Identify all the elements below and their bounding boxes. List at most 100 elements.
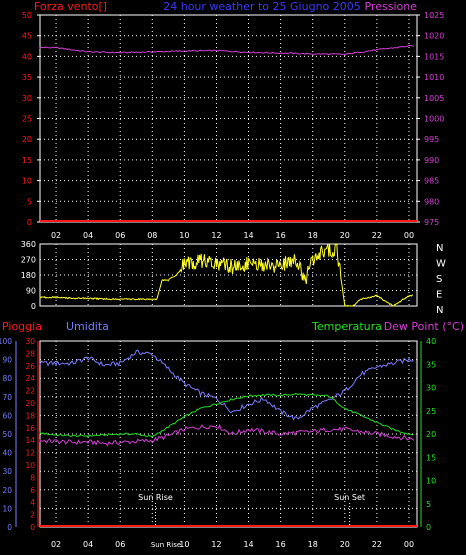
wind-speed-tick: 45 xyxy=(22,32,32,41)
compass-tick: N xyxy=(436,243,443,254)
rain-tick: 40 xyxy=(2,449,12,458)
wind-direction-line xyxy=(39,243,414,307)
wind-speed-axis-label: Forza vento[] xyxy=(34,0,107,13)
compass-tick: N xyxy=(436,305,443,316)
temperature-tick: 35 xyxy=(426,360,436,369)
humidity-tick: 8 xyxy=(30,473,35,482)
compass-tick: E xyxy=(436,290,442,301)
top-x-tick: 14 xyxy=(243,231,253,240)
sunset-label: Sun Set xyxy=(334,493,365,502)
humidity-tick: 2 xyxy=(30,511,35,520)
humidity-tick: 16 xyxy=(25,424,35,433)
pressure-tick: 975 xyxy=(424,218,439,227)
pressure-tick: 1020 xyxy=(424,32,444,41)
humidity-tick: 12 xyxy=(25,449,35,458)
top-x-tick: 20 xyxy=(340,231,350,240)
pressure-tick: 1015 xyxy=(424,52,444,61)
rain-tick: 0 xyxy=(7,523,12,532)
pressure-tick: 980 xyxy=(424,197,439,206)
humidity-tick: 6 xyxy=(30,486,35,495)
rain-tick: 100 xyxy=(0,337,12,346)
bottom-panel: 1009080706050403020100302826242220181614… xyxy=(0,337,436,549)
rain-tick: 30 xyxy=(2,467,12,476)
pressure-axis-label: Pressione xyxy=(365,0,418,13)
wind-speed-tick: 10 xyxy=(22,177,32,186)
wind-speed-tick: 50 xyxy=(22,11,32,20)
top-x-tick: 06 xyxy=(115,231,125,240)
rain-tick: 60 xyxy=(2,411,12,420)
pressure-tick: 1025 xyxy=(424,11,444,20)
rain-tick: 50 xyxy=(2,430,12,439)
wind-speed-tick: 35 xyxy=(22,73,32,82)
pressure-tick: 1005 xyxy=(424,94,444,103)
temperature-tick: 20 xyxy=(426,430,436,439)
temperature-tick: 30 xyxy=(426,384,436,393)
pressure-line xyxy=(39,45,415,56)
bottom-x-tick: 02 xyxy=(51,540,61,549)
pressure-tick: 1010 xyxy=(424,73,444,82)
humidity-axis-label: Umidita xyxy=(66,320,109,333)
top-x-tick: 16 xyxy=(276,231,286,240)
bottom-x-tick: 20 xyxy=(340,540,350,549)
temperature-tick: 0 xyxy=(426,523,431,532)
dew-point-axis-label: Dew Point (°C) xyxy=(384,320,464,333)
bottom-x-tick: 12 xyxy=(211,540,221,549)
wind-speed-tick: 15 xyxy=(22,156,32,165)
wind-speed-tick: 25 xyxy=(22,115,32,124)
bottom-x-tick: 14 xyxy=(243,540,253,549)
top-x-tick: 10 xyxy=(179,231,189,240)
bottom-x-tick: 18 xyxy=(308,540,318,549)
compass-tick: W xyxy=(436,259,446,270)
pressure-tick: 985 xyxy=(424,177,439,186)
temperature-tick: 5 xyxy=(426,500,431,509)
sunrise-x-tick: Sun Rise xyxy=(151,541,181,549)
pressure-tick: 995 xyxy=(424,135,439,144)
compass-tick: S xyxy=(436,274,442,285)
wind-dir-tick: 270 xyxy=(21,256,36,265)
humidity-tick: 22 xyxy=(25,387,35,396)
wind-speed-tick: 0 xyxy=(27,218,32,227)
rain-tick: 80 xyxy=(2,374,12,383)
wind-speed-tick: 30 xyxy=(22,94,32,103)
temperature-tick: 15 xyxy=(426,453,436,462)
rain-tick: 20 xyxy=(2,486,12,495)
bottom-x-tick: 06 xyxy=(115,540,125,549)
humidity-tick: 24 xyxy=(25,374,35,383)
wind-speed-tick: 20 xyxy=(22,135,32,144)
chart-title: 24 hour weather to 25 Giugno 2005 xyxy=(163,0,361,13)
humidity-tick: 30 xyxy=(25,337,35,346)
temperature-tick: 10 xyxy=(426,477,436,486)
pressure-tick: 1000 xyxy=(424,115,444,124)
humidity-tick: 18 xyxy=(25,411,35,420)
wind-dir-tick: 180 xyxy=(21,271,36,280)
bottom-x-tick: 00 xyxy=(404,540,414,549)
top-x-tick: 02 xyxy=(51,231,61,240)
humidity-tick: 28 xyxy=(25,349,35,358)
top-x-tick: 12 xyxy=(211,231,221,240)
temperature-tick: 25 xyxy=(426,407,436,416)
humidity-tick: 14 xyxy=(25,436,35,445)
bottom-x-tick: 04 xyxy=(83,540,93,549)
top-x-tick: 18 xyxy=(308,231,318,240)
bottom-x-tick: 10 xyxy=(179,540,189,549)
top-panel: 5045403530252015105010251020101510101005… xyxy=(22,11,445,240)
pressure-tick: 990 xyxy=(424,156,439,165)
humidity-tick: 26 xyxy=(25,362,35,371)
dew-point-line xyxy=(39,423,415,447)
top-x-tick: 08 xyxy=(147,231,157,240)
wind-dir-tick: 0 xyxy=(31,302,36,311)
humidity-tick: 20 xyxy=(25,399,35,408)
humidity-tick: 4 xyxy=(30,498,35,507)
rain-tick: 70 xyxy=(2,393,12,402)
bottom-x-tick: 16 xyxy=(276,540,286,549)
wind-dir-tick: 90 xyxy=(26,287,36,296)
wind-speed-tick: 5 xyxy=(27,197,32,206)
humidity-tick: 10 xyxy=(25,461,35,470)
temperature-axis-label: Temperatura xyxy=(311,320,382,333)
bottom-x-tick: 22 xyxy=(372,540,382,549)
humidity-tick: 0 xyxy=(30,523,35,532)
sunrise-label: Sun Rise xyxy=(138,493,173,502)
top-x-tick: 04 xyxy=(83,231,93,240)
